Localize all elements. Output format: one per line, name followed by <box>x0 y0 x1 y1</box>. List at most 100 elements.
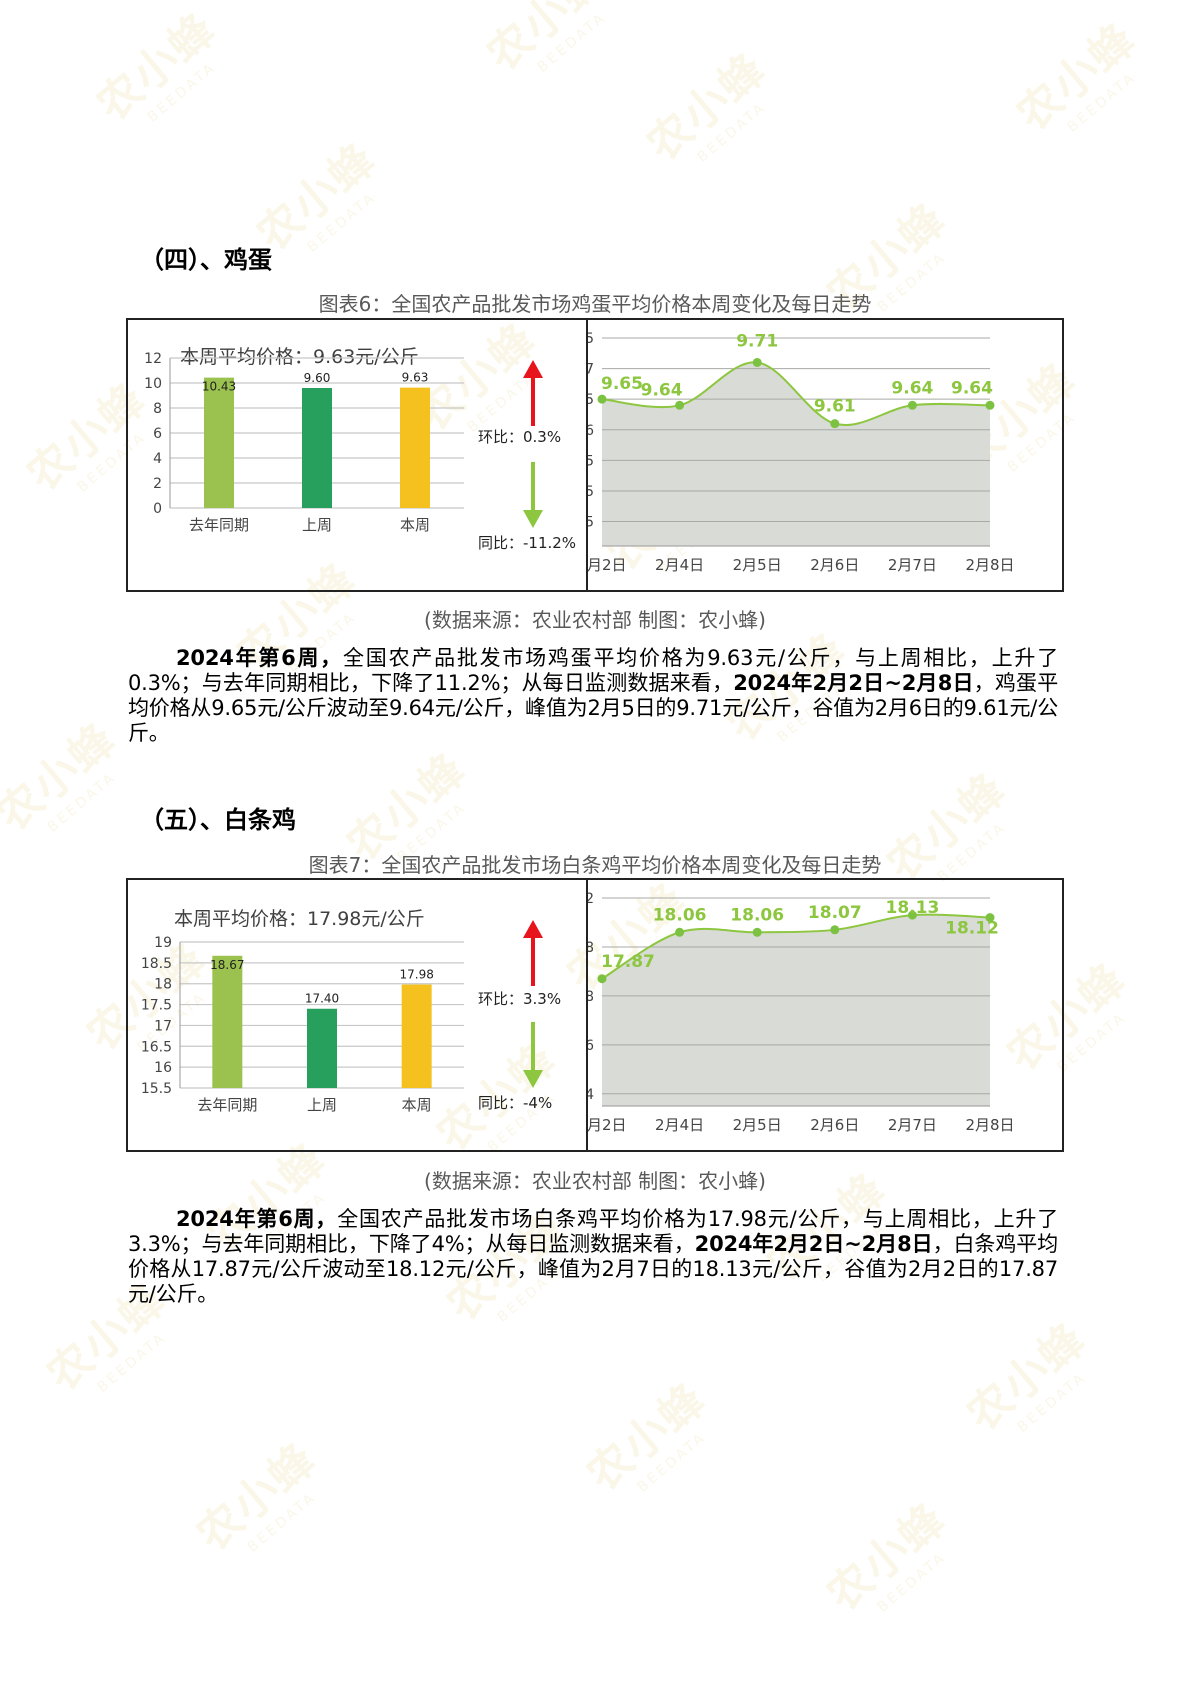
paragraph-bold-dates: 2024年2月2日~2月8日 <box>694 1232 933 1256</box>
y-tick-label: 8 <box>153 401 162 417</box>
x-tick-label: 2月4日 <box>655 556 704 574</box>
bar <box>307 1008 337 1088</box>
x-tick-label: 去年同期 <box>197 1096 257 1114</box>
bar <box>204 377 234 508</box>
chicken-bar-chart: 15.5 16 16.5 17 17.5 18 18.5 19 18.67 去年同期 17.40 上周… <box>141 935 464 1114</box>
bar <box>302 388 332 508</box>
x-tick-label: 2月4日 <box>655 1116 704 1134</box>
egg-bar-chart: 0 2 4 6 8 10 12 10.43 去年同期 9.60 上周 9.63 本周 <box>144 351 464 534</box>
y-tick-label: 2 <box>153 476 162 492</box>
data-label: 9.61 <box>814 397 856 417</box>
data-point <box>907 910 917 920</box>
data-label: 9.64 <box>641 380 683 400</box>
data-label: 9.64 <box>891 378 933 398</box>
bar-value-label: 18.67 <box>210 958 244 972</box>
data-label: 18.12 <box>945 919 999 939</box>
bar-value-label: 9.63 <box>402 371 429 385</box>
y-tick-label: 15.5 <box>141 1081 172 1097</box>
chicken-bar-panel: 本周平均价格：17.98元/公斤 15.5 16 16.5 17 17.5 18 18.5 1… <box>126 878 587 1152</box>
figure-caption-egg: 图表6：全国农产品批发市场鸡蛋平均价格本周变化及每日走势 <box>318 292 872 316</box>
bar-value-label: 10.43 <box>202 380 236 394</box>
x-tick-label: 2月2日 <box>588 1116 627 1134</box>
y-tick-label: 17.5 <box>141 998 172 1014</box>
y-tick-label: 9.7 <box>588 362 594 378</box>
data-label: 18.07 <box>808 903 862 923</box>
paragraph-chicken: 2024年第6周，全国农产品批发市场白条鸡平均价格为17.98元/公斤，与上周相… <box>128 1207 1058 1307</box>
bar-value-label: 17.40 <box>305 992 339 1006</box>
y-tick-label: 10 <box>144 376 162 392</box>
x-tick-label: 2月6日 <box>810 556 859 574</box>
data-point <box>985 913 995 923</box>
y-tick-label: 18.2 <box>588 891 594 907</box>
y-tick-label: 18.5 <box>141 956 172 972</box>
area-fill <box>602 914 990 1106</box>
paragraph-egg: 2024年第6周，全国农产品批发市场鸡蛋平均价格为9.63元/公斤，与上周相比，… <box>128 646 1058 746</box>
y-tick-label: 19 <box>154 935 172 951</box>
data-point <box>752 357 762 367</box>
data-label: 17.87 <box>601 952 655 972</box>
x-tick-label: 2月5日 <box>733 1116 782 1134</box>
egg-bar-panel: 本周平均价格：9.63元/公斤 0 2 4 6 8 10 12 10.43 去年同期 9.60 上周… <box>126 318 587 592</box>
y-tick-label: 9.6 <box>588 423 594 439</box>
bar-value-label: 17.98 <box>399 968 433 982</box>
down-arrow-icon <box>523 462 543 528</box>
x-tick-label: 2月8日 <box>965 556 1014 574</box>
y-tick-label: 4 <box>153 451 162 467</box>
x-tick-label: 2月2日 <box>588 556 627 574</box>
section-title-egg: （四）、鸡蛋 <box>140 246 272 274</box>
data-point <box>675 927 685 937</box>
area-fill <box>602 362 990 546</box>
paragraph-text: 全国农产品批发市场白条鸡平均价格为17.98元/公斤，与上周相比，上升了3.3%… <box>128 1207 1058 1256</box>
egg-avg-price-label: 本周平均价格：9.63元/公斤 <box>180 346 419 368</box>
x-tick-label: 2月8日 <box>965 1116 1014 1134</box>
data-point <box>752 927 762 937</box>
y-tick-label: 9.5 <box>588 484 594 500</box>
bar <box>401 984 432 1088</box>
y-tick-label: 9.65 <box>588 392 594 408</box>
data-point <box>830 419 840 429</box>
series-line <box>601 913 991 980</box>
paragraph-text: 全国农产品批发市场鸡蛋平均价格为9.63元/公斤，与上周相比，上升了0.3%；与… <box>128 646 1058 695</box>
data-source-chicken: (数据来源：农业农村部 制图：农小蜂) <box>424 1169 766 1193</box>
data-point <box>597 974 607 984</box>
x-tick-label: 去年同期 <box>189 516 249 534</box>
egg-line-chart: 9.45 9.5 9.55 9.6 9.65 9.7 9.75 9.65 2月2日 9.64 2月4… <box>588 331 1015 574</box>
x-tick-label: 2月6日 <box>810 1116 859 1134</box>
x-tick-label: 本周 <box>400 516 430 534</box>
paragraph-bold-week: 2024年第6周， <box>176 1207 338 1231</box>
figure-caption-chicken: 图表7：全国农产品批发市场白条鸡平均价格本周变化及每日走势 <box>308 853 882 877</box>
x-tick-label: 2月7日 <box>888 1116 937 1134</box>
data-label: 9.64 <box>951 378 993 398</box>
y-tick-label: 16.5 <box>141 1039 172 1055</box>
x-tick-label: 2月7日 <box>888 556 937 574</box>
egg-mom-label: 环比：0.3% <box>478 428 562 446</box>
data-label: 9.65 <box>601 374 643 394</box>
data-label: 18.06 <box>653 905 707 925</box>
y-tick-label: 16 <box>154 1060 172 1076</box>
y-tick-label: 17.8 <box>588 989 594 1005</box>
y-tick-label: 9.75 <box>588 331 594 347</box>
data-point <box>985 400 995 410</box>
data-point <box>830 925 840 935</box>
chicken-line-chart: 17.4 17.6 17.8 18 18.2 17.87 2月2日 18.06 2月4日 18.0… <box>588 891 1015 1134</box>
egg-yoy-label: 同比：-11.2% <box>478 534 577 552</box>
data-point <box>675 400 685 410</box>
paragraph-bold-dates: 2024年2月2日~2月8日 <box>733 671 974 695</box>
down-arrow-icon <box>523 1022 543 1088</box>
y-tick-label: 17.4 <box>588 1087 594 1103</box>
x-tick-label: 上周 <box>307 1096 337 1114</box>
x-tick-label: 2月5日 <box>733 556 782 574</box>
data-label: 9.71 <box>736 331 778 351</box>
section-title-chicken: （五）、白条鸡 <box>140 806 296 834</box>
data-source-egg: (数据来源：农业农村部 制图：农小蜂) <box>424 608 766 632</box>
bar <box>212 955 243 1088</box>
y-tick-label: 12 <box>144 351 162 367</box>
